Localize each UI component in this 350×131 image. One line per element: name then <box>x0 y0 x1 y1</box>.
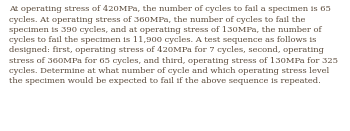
Text: At operating stress of 420MPa, the number of cycles to fail a specimen is 65
cyc: At operating stress of 420MPa, the numbe… <box>9 5 338 85</box>
